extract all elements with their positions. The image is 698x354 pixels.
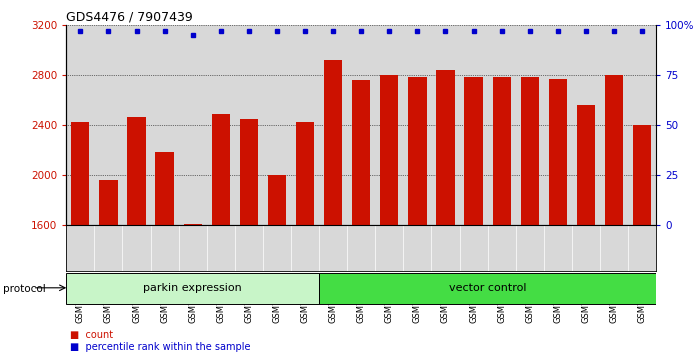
- Bar: [71, 122, 89, 225]
- Bar: [605, 75, 623, 225]
- Bar: [493, 77, 511, 225]
- Bar: [211, 114, 230, 225]
- Text: parkin expression: parkin expression: [143, 283, 242, 293]
- Bar: [633, 125, 651, 225]
- Bar: [66, 273, 319, 304]
- Bar: [549, 79, 567, 225]
- Bar: [324, 60, 342, 225]
- Bar: [436, 70, 454, 225]
- Bar: [239, 119, 258, 225]
- Text: ■  count: ■ count: [70, 330, 113, 339]
- Bar: [268, 175, 286, 225]
- Bar: [99, 180, 117, 225]
- Text: protocol: protocol: [3, 284, 46, 293]
- Bar: [380, 75, 399, 225]
- Bar: [352, 80, 371, 225]
- Bar: [577, 105, 595, 225]
- Bar: [408, 77, 426, 225]
- Bar: [128, 117, 146, 225]
- Text: vector control: vector control: [449, 283, 526, 293]
- Bar: [156, 152, 174, 225]
- Bar: [296, 122, 314, 225]
- Bar: [464, 77, 483, 225]
- Text: ■  percentile rank within the sample: ■ percentile rank within the sample: [70, 342, 251, 352]
- Bar: [319, 273, 656, 304]
- Bar: [184, 223, 202, 225]
- Text: GDS4476 / 7907439: GDS4476 / 7907439: [66, 11, 193, 24]
- Bar: [521, 77, 539, 225]
